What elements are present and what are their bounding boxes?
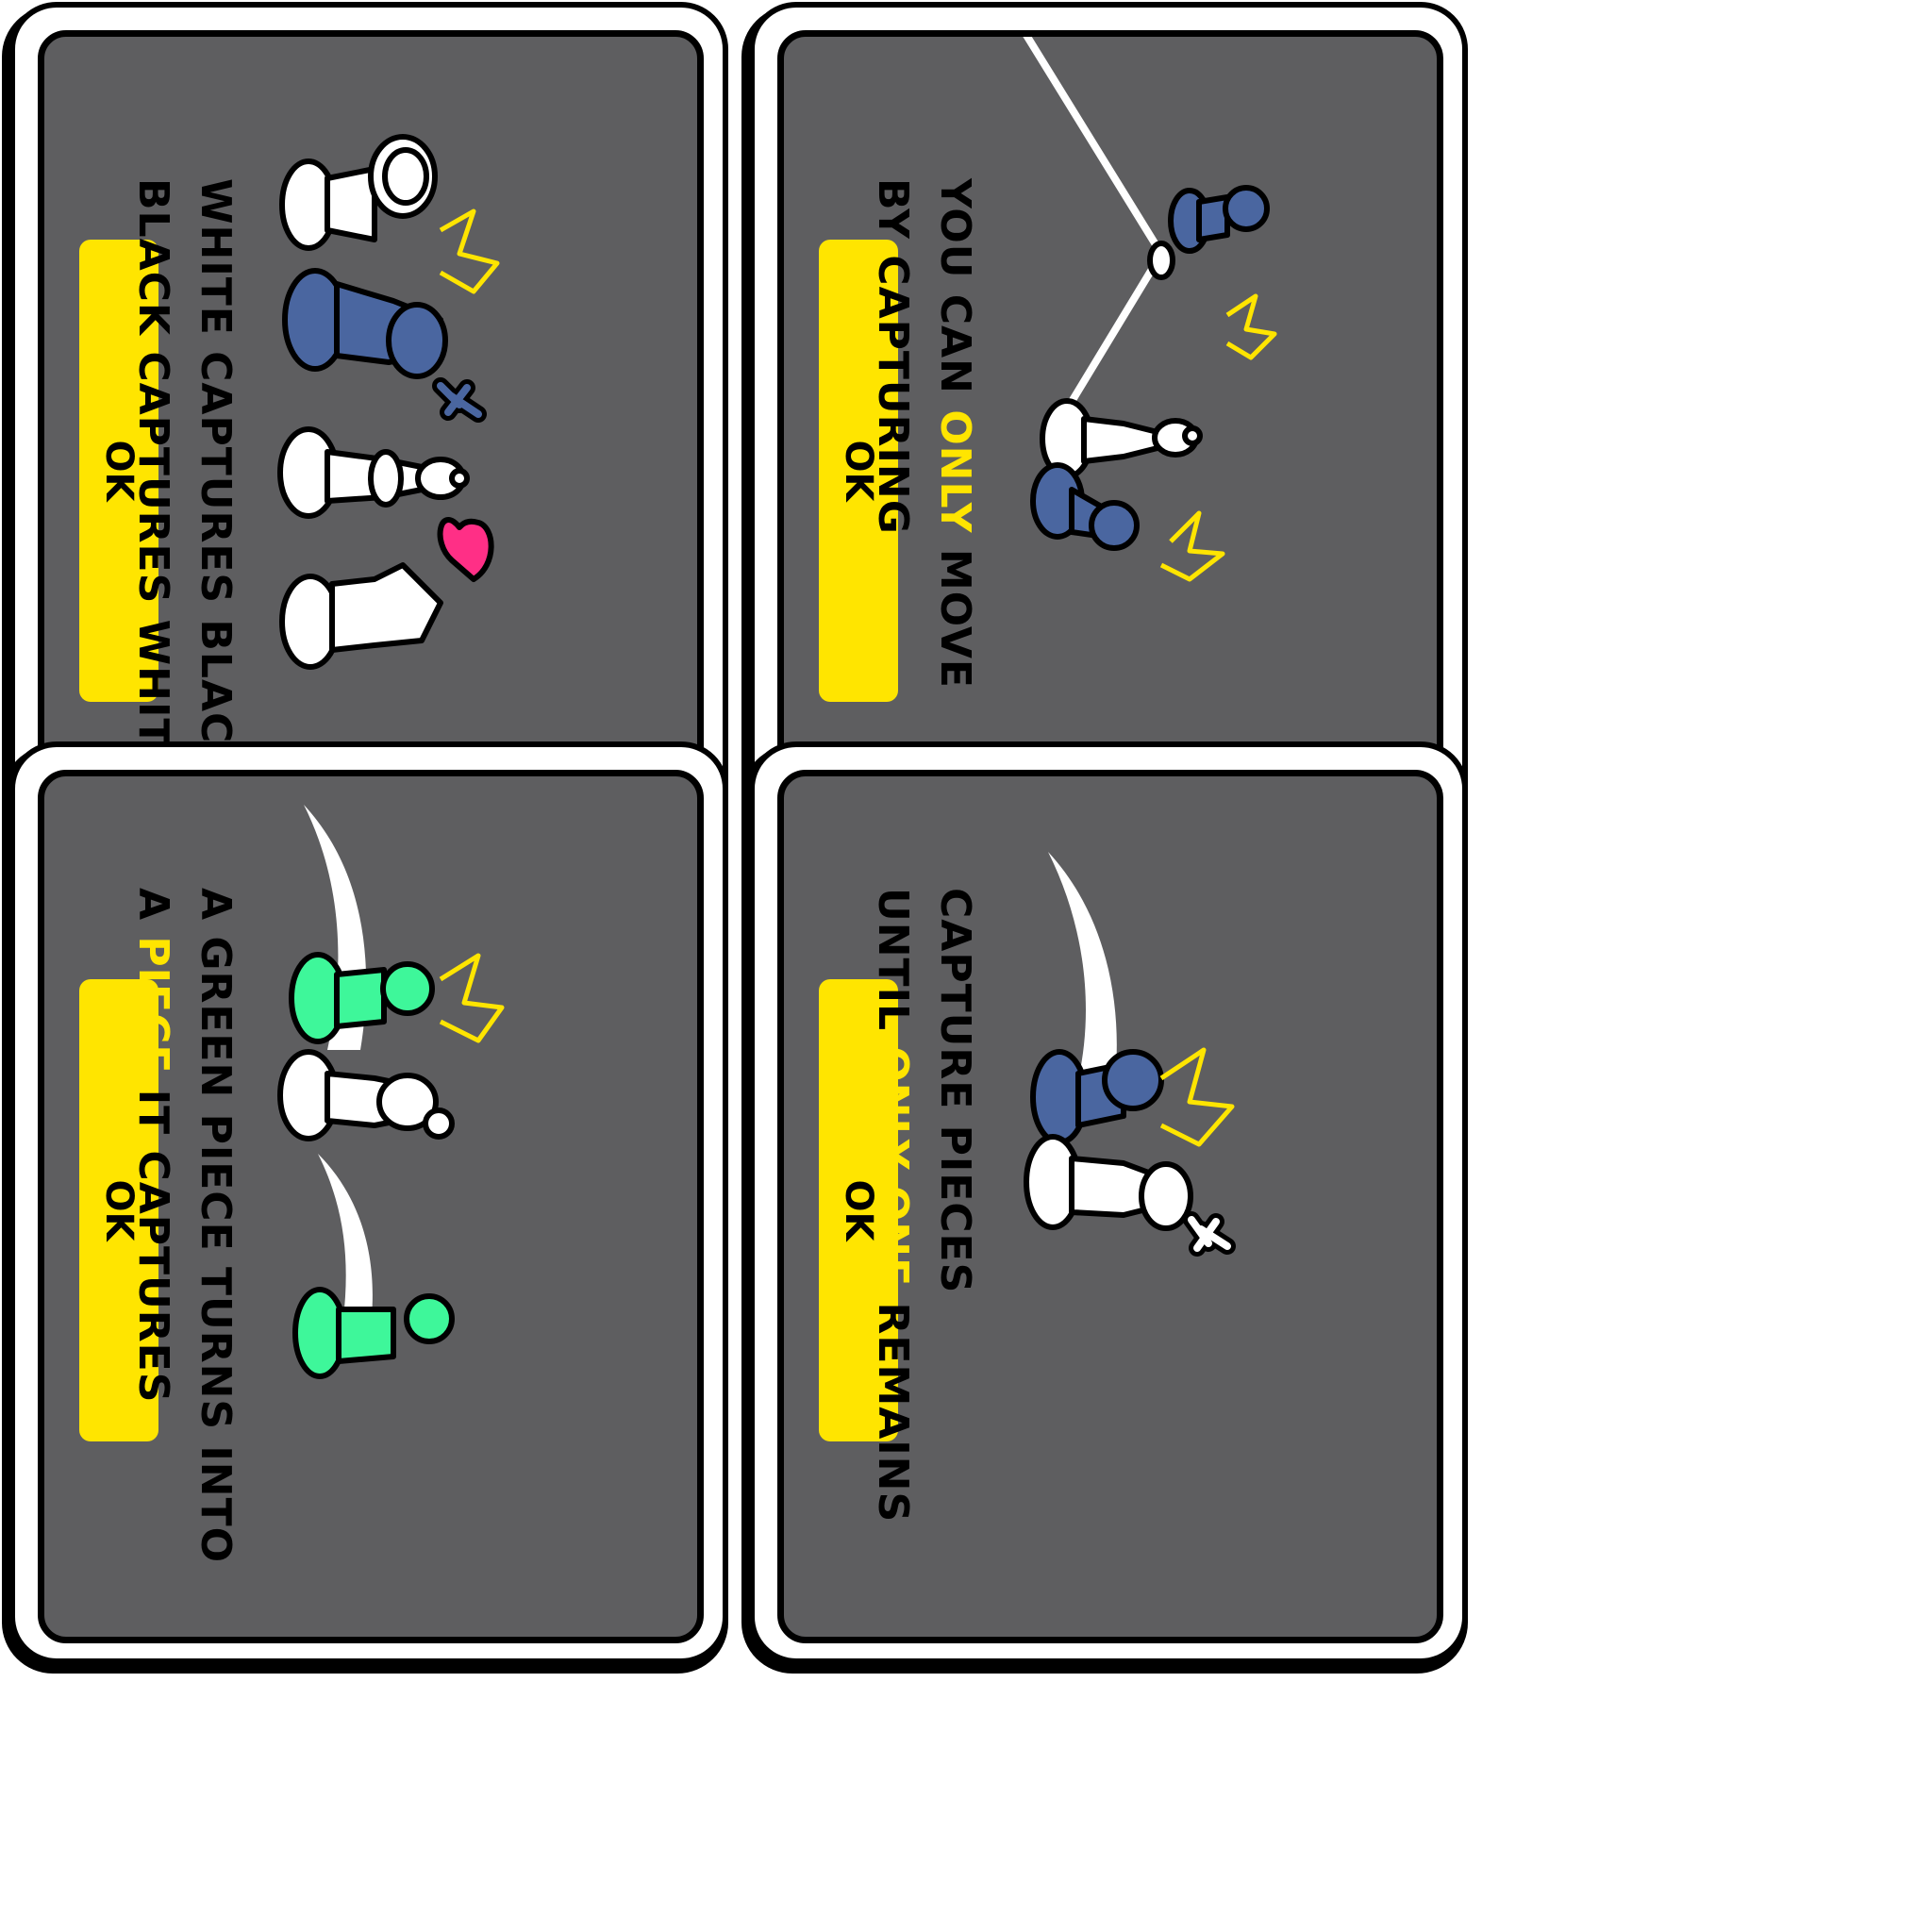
blue-king-icon	[282, 268, 487, 423]
swoosh-trail	[318, 1154, 373, 1333]
ok-button[interactable]: OK	[819, 240, 898, 702]
card-panel: OK A GREEN PIECE TURNS INTO A PIECE IT C…	[38, 770, 704, 1643]
spark-icon	[439, 953, 505, 1043]
green-pawn-icon	[292, 1287, 455, 1379]
spark-icon	[1159, 510, 1225, 582]
card-illustration	[1024, 852, 1236, 1257]
white-rook-icon	[279, 134, 438, 251]
spark-icon	[1159, 1047, 1235, 1147]
spark-icon	[439, 208, 500, 294]
blue-pawn-icon	[1030, 1049, 1164, 1145]
spark-icon	[1225, 293, 1277, 360]
card-illustration	[277, 805, 505, 1379]
card-panel: OK CAPTURE PIECES UNTIL ONLY ONE REMAINS	[777, 770, 1443, 1643]
white-bishop-icon	[277, 1049, 455, 1141]
swoosh-trail	[1048, 852, 1117, 1088]
blue-pawn-icon	[1168, 185, 1270, 254]
ok-button[interactable]: OK	[79, 240, 158, 702]
heart-icon	[437, 517, 494, 582]
white-bishop-icon	[277, 426, 470, 519]
green-pawn-icon	[289, 952, 435, 1044]
ok-button[interactable]: OK	[819, 979, 898, 1441]
tutorial-card-only-one-remains: OK CAPTURE PIECES UNTIL ONLY ONE REMAINS	[741, 741, 1468, 1674]
card-illustration	[277, 134, 500, 670]
move-path-line	[1023, 37, 1165, 412]
ok-button[interactable]: OK	[79, 979, 158, 1441]
blue-pawn-icon	[1030, 462, 1140, 551]
tutorial-card-green-piece: OK A GREEN PIECE TURNS INTO A PIECE IT C…	[2, 741, 728, 1674]
white-king-icon	[1024, 1134, 1236, 1257]
white-knight-icon	[279, 562, 443, 670]
card-illustration	[1023, 37, 1277, 582]
